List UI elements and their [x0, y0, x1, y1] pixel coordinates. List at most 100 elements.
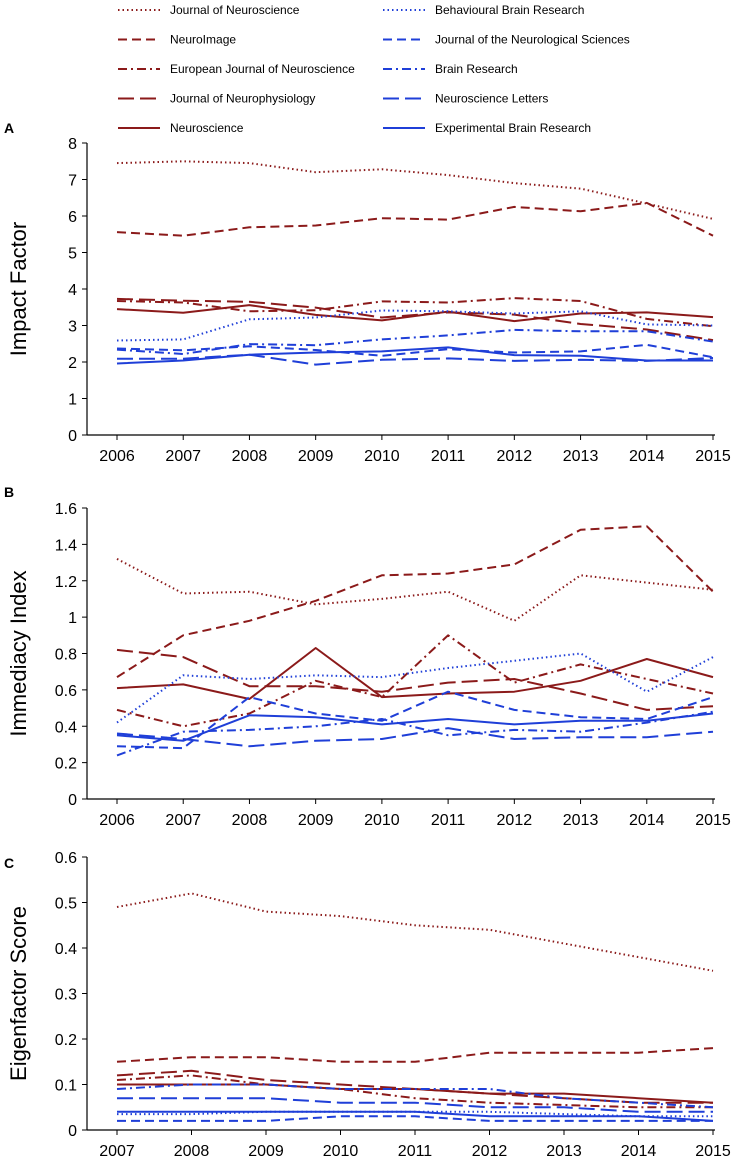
series-line-neuroscience: [116, 647, 714, 700]
x-tick-label: 2008: [174, 1143, 210, 1160]
x-tick-label: 2012: [472, 1143, 508, 1160]
series-line-neuroscience-letters: [117, 1097, 713, 1113]
y-tick-label: 0.3: [55, 987, 77, 1004]
y-tick-label: 0: [68, 792, 77, 809]
legend-label: European Journal of Neuroscience: [170, 62, 355, 76]
series-line-european-journal-of-neuroscience: [116, 634, 714, 728]
series-line-journal-of-neuroscience: [116, 892, 714, 972]
panel-label: A: [4, 120, 14, 136]
y-tick-label: 1: [68, 610, 77, 627]
y-tick-label: 1.4: [55, 537, 77, 554]
y-axis-title: Impact Factor: [6, 222, 31, 356]
legend-label: NeuroImage: [170, 33, 236, 47]
series-line-neuroscience: [117, 1083, 714, 1104]
panel-a: A Impact Factor 0 1 2 3 4 5 6 7 8 2006 2007 2008 2009 2…: [4, 120, 731, 465]
legend-label: Neuroscience Letters: [435, 92, 548, 106]
legend-item-neuroimage: NeuroImage: [118, 33, 236, 47]
series-line-neuroimage: [116, 1047, 714, 1063]
y-tick-label: 2: [68, 355, 77, 372]
legend-label: Brain Research: [435, 62, 518, 76]
legend-item-neuroscience: Neuroscience: [118, 121, 244, 135]
series-line-neuroimage: [116, 525, 714, 678]
y-tick-label: 7: [68, 173, 77, 190]
series-line-journal-of-neuroscience: [116, 160, 714, 220]
y-tick-label: 8: [68, 136, 77, 153]
legend-item-journal-of-neurophysiology: Journal of Neurophysiology: [118, 92, 315, 106]
y-tick-label: 0.6: [55, 683, 77, 700]
x-tick-label: 2013: [563, 812, 599, 829]
x-tick-label: 2011: [431, 812, 466, 829]
y-tick-label: 0.1: [55, 1078, 77, 1095]
chart-panels: A Impact Factor 0 1 2 3 4 5 6 7 8 2006 2007 2008 2009 2…: [4, 120, 731, 1160]
y-tick-label: 5: [68, 246, 77, 263]
legend-label: Behavioural Brain Research: [435, 3, 584, 17]
x-tick-label: 2009: [248, 1143, 284, 1160]
series-line-journal-of-neurophysiology: [116, 648, 714, 711]
legend-item-journal-of-the-neurological-sciences: Journal of the Neurological Sciences: [383, 33, 630, 47]
x-tick-label: 2006: [99, 812, 135, 829]
series-line-brain-research: [116, 1083, 714, 1109]
y-tick-label: 1.6: [55, 501, 77, 518]
series-line-brain-research: [116, 710, 714, 757]
y-tick-label: 1.2: [55, 574, 77, 591]
series-line-journal-of-the-neurological-sciences: [116, 690, 714, 750]
series-line-neuroimage: [116, 201, 714, 237]
y-axis-title: Immediacy Index: [6, 570, 31, 736]
y-tick-label: 0.4: [55, 719, 77, 736]
legend-item-journal-of-neuroscience: Journal of Neuroscience: [118, 3, 300, 17]
legend-label: Journal of the Neurological Sciences: [435, 33, 630, 47]
x-tick-label: 2015: [695, 448, 731, 465]
series-line-journal-of-neuroscience: [116, 558, 714, 622]
legend-label: Journal of Neurophysiology: [170, 92, 315, 106]
y-tick-label: 0: [68, 428, 77, 445]
legend-label: Neuroscience: [170, 121, 244, 135]
y-tick-label: 0.2: [55, 1032, 77, 1049]
panel-label: C: [4, 855, 14, 871]
y-tick-label: 0.6: [55, 850, 77, 867]
x-tick-label: 2006: [99, 448, 135, 465]
series-line-behavioural-brain-research: [116, 652, 714, 724]
y-tick-label: 0.5: [55, 896, 77, 913]
y-tick-label: 0: [68, 1123, 77, 1140]
legend: Journal of Neuroscience Behavioural Brain…: [118, 3, 630, 135]
series-line-neuroscience: [116, 304, 714, 323]
x-tick-label: 2012: [497, 812, 533, 829]
y-tick-label: 3: [68, 319, 77, 336]
series-line-european-journal-of-neuroscience: [116, 297, 714, 328]
x-tick-label: 2010: [323, 1143, 359, 1160]
x-tick-label: 2014: [629, 812, 665, 829]
legend-item-experimental-brain-research: Experimental Brain Research: [383, 121, 591, 135]
y-tick-label: 0.4: [55, 941, 77, 958]
y-tick-label: 6: [68, 209, 77, 226]
y-tick-label: 0.8: [55, 647, 77, 664]
x-tick-label: 2009: [298, 448, 334, 465]
x-tick-label: 2015: [695, 812, 731, 829]
x-tick-label: 2009: [298, 812, 334, 829]
x-tick-label: 2008: [232, 448, 268, 465]
series-line-journal-of-the-neurological-sciences: [117, 1115, 713, 1122]
x-tick-label: 2007: [165, 812, 201, 829]
series-line-brain-research: [116, 328, 714, 355]
legend-label: Journal of Neuroscience: [170, 3, 300, 17]
x-tick-label: 2014: [629, 448, 665, 465]
x-tick-label: 2010: [364, 812, 400, 829]
y-axis-title: Eigenfactor Score: [6, 906, 31, 1081]
x-tick-label: 2011: [398, 1143, 433, 1160]
series-line-experimental-brain-research: [116, 712, 714, 742]
series-line-experimental-brain-research: [116, 346, 713, 365]
panel-label: B: [4, 484, 14, 500]
panel-c: C Eigenfactor Score 0 0.1 0.2 0.3 0.4 0.5 0.6 200…: [4, 850, 731, 1160]
series-line-journal-of-neurophysiology: [116, 297, 714, 342]
legend-item-european-journal-of-neuroscience: European Journal of Neuroscience: [118, 62, 355, 76]
legend-item-neuroscience-letters: Neuroscience Letters: [383, 92, 548, 106]
x-tick-label: 2013: [563, 448, 599, 465]
x-tick-label: 2014: [621, 1143, 657, 1160]
series-line-neuroscience-letters: [116, 727, 714, 748]
x-tick-label: 2007: [165, 448, 201, 465]
series-line-experimental-brain-research: [117, 1110, 714, 1122]
x-tick-label: 2010: [364, 448, 400, 465]
panel-b: B Immediacy Index 0 0.2 0.4 0.6 0.8 1 1.2 1.4 1.6 2…: [4, 484, 731, 829]
x-tick-label: 2011: [431, 448, 466, 465]
x-tick-label: 2013: [546, 1143, 582, 1160]
